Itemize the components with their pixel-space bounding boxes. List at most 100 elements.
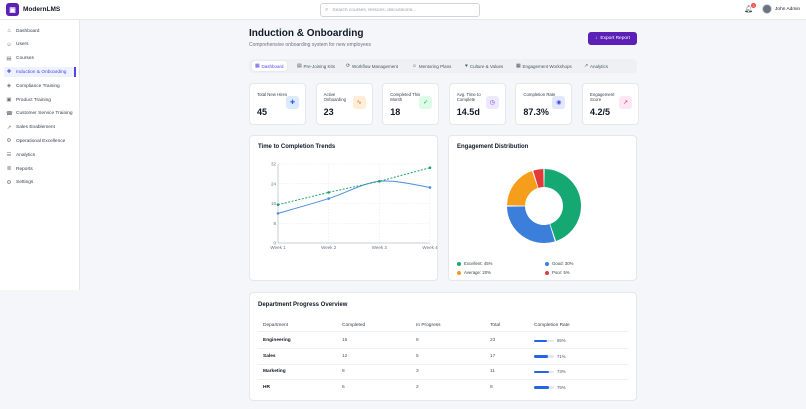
sidebar-item-0[interactable]: ⌂ Dashboard [6,26,76,36]
app-logo[interactable]: ▣ ModernLMS [6,3,60,16]
y-tick-label: 24 [271,181,277,186]
table-cell-in-progress: 2 [416,384,419,390]
file-icon: ≣ [6,166,12,172]
donut-slice-2[interactable] [507,171,538,206]
legend-swatch [545,261,549,266]
y-tick-label: 16 [271,201,277,206]
table-cell-total: 8 [490,384,493,390]
header-divider [258,331,628,332]
x-tick-label: Week 3 [372,245,388,250]
bell-icon[interactable]: 🔔︎ [744,6,753,13]
table-cell-department: Engineering [263,338,291,343]
completion-rate-label: 73% [557,369,566,374]
table-cell-department: HR [263,384,270,390]
stat-value: 4.2/5 [590,107,611,117]
table-cell-completed: 15 [342,338,348,343]
home-icon: ⌂ [7,28,11,34]
bar-chart-icon: ☰ [6,152,12,159]
donut-slice-1[interactable] [507,206,555,243]
table-cell-completed: 8 [342,369,345,374]
series-point[interactable] [378,179,381,183]
tab-3[interactable]: ☺ Mentoring Plans [409,61,454,71]
tab-label: Pre-Joining Kits [303,63,336,69]
search-input[interactable] [332,7,473,13]
tab-6[interactable]: ↗ Analytics [581,61,611,71]
donut-slice-0[interactable] [544,169,581,241]
sidebar-item-label: Courses [16,56,34,62]
completion-rate-bar [534,355,554,358]
sidebar: ⌂ Dashboard ☺ Users ▤ Courses ✚ Induction & Onb… [0,20,80,290]
book-icon: ▤ [6,55,12,62]
tab-0[interactable]: ▦ Dashboard [252,61,287,71]
sidebar-item-4[interactable]: ◈ Compliance Training [6,81,76,91]
tab-5[interactable]: ▦ Engagement Workshops [513,61,575,71]
sidebar-item-9[interactable]: ☰ Analytics [6,150,76,160]
sidebar-item-11[interactable]: ⚙ Settings [6,178,76,188]
donut-slice-3[interactable] [533,169,544,188]
sidebar-item-10[interactable]: ≣ Reports [6,164,76,174]
tab-icon: ☺ [412,63,417,69]
table-cell-total: 23 [490,338,496,343]
stat-card-1: Active Onboarding 23 ∿ [315,83,373,125]
tab-icon: ⟳ [346,63,351,69]
legend-swatch [545,270,549,275]
table-cell-completed: 12 [342,353,348,359]
series-point[interactable] [428,166,432,170]
notification-badge: 3 [751,3,756,8]
x-tick-label: Week 2 [321,245,337,250]
sidebar-item-1[interactable]: ☺ Users [6,40,76,50]
series-point[interactable] [327,191,330,194]
user-name: John Admin [775,6,801,12]
sidebar-item-label: Settings [16,180,34,186]
export-report-button[interactable]: ↓ Export Report [588,32,637,45]
completion-rate-fill [534,355,549,358]
row-divider [258,363,628,365]
stat-card-3: Avg. Time to Complete 14.5d ◷ [448,83,506,125]
tab-2[interactable]: ⟳ Workflow Management [343,61,401,71]
sidebar-item-7[interactable]: ↗ Sales Enablement [6,123,76,133]
legend-label: Excellent: 45% [464,261,493,266]
donut-chart-title: Engagement Distribution [457,144,529,150]
table-cell-in-progress: 3 [416,369,419,374]
tab-icon: ♥ [465,63,468,69]
series-point[interactable] [428,186,432,189]
legend-item-3: Poor: 5% [545,270,570,275]
tab-1[interactable]: ▤ Pre-Joining Kits [294,61,338,71]
series-point[interactable] [276,203,280,207]
stat-value: 87.3% [523,107,549,117]
tab-icon: ▦ [516,63,521,69]
top-header: ▣ ModernLMS ⌕ 🔔︎ 3 John Admin [0,0,806,20]
sidebar-item-8[interactable]: ⚙ Operational Excellence [6,136,76,146]
sidebar-item-5[interactable]: ▣ Product Training [6,95,76,105]
sidebar-item-6[interactable]: ☎ Customer Service Training [6,109,76,119]
series-point[interactable] [327,197,330,200]
sidebar-item-2[interactable]: ▤ Courses [6,54,76,64]
avatar [762,4,772,14]
legend-item-0: Excellent: 45% [457,261,492,266]
line-chart-title: Time to Completion Trends [258,144,336,150]
search-box[interactable]: ⌕ [320,3,480,17]
trending-up-icon: ↗ [6,124,12,131]
logo-icon: ▣ [6,3,19,16]
user-plus-icon: ✚ [286,96,299,109]
completion-rate-bar [534,386,554,389]
x-tick-label: Week 4 [422,245,438,250]
sidebar-item-3[interactable]: ✚ Induction & Onboarding [4,67,76,78]
stat-label: Avg. Time to Complete [456,92,481,103]
engagement-distribution-chart [507,169,581,243]
tab-4[interactable]: ♥ Culture & Values [462,61,506,71]
sidebar-item-label: Reports [16,166,33,172]
series-line-1 [277,167,431,206]
engagement-distribution-card: Engagement Distribution Excellent: 45% Go… [448,135,637,281]
legend-swatch [457,261,461,266]
table-cell-department: Marketing [263,369,286,374]
tab-label: Culture & Values [469,63,504,69]
time-to-completion-card: Time to Completion Trends 0 8 16 24 32 Week 1… [249,135,438,281]
series-point[interactable] [276,212,280,215]
tab-icon: ▤ [297,63,302,69]
user-menu[interactable]: John Admin [762,4,800,14]
column-header: Completed [342,323,366,328]
table-cell-in-progress: 5 [416,353,419,359]
download-icon: ↓ [594,36,598,41]
stat-value: 23 [323,107,334,117]
